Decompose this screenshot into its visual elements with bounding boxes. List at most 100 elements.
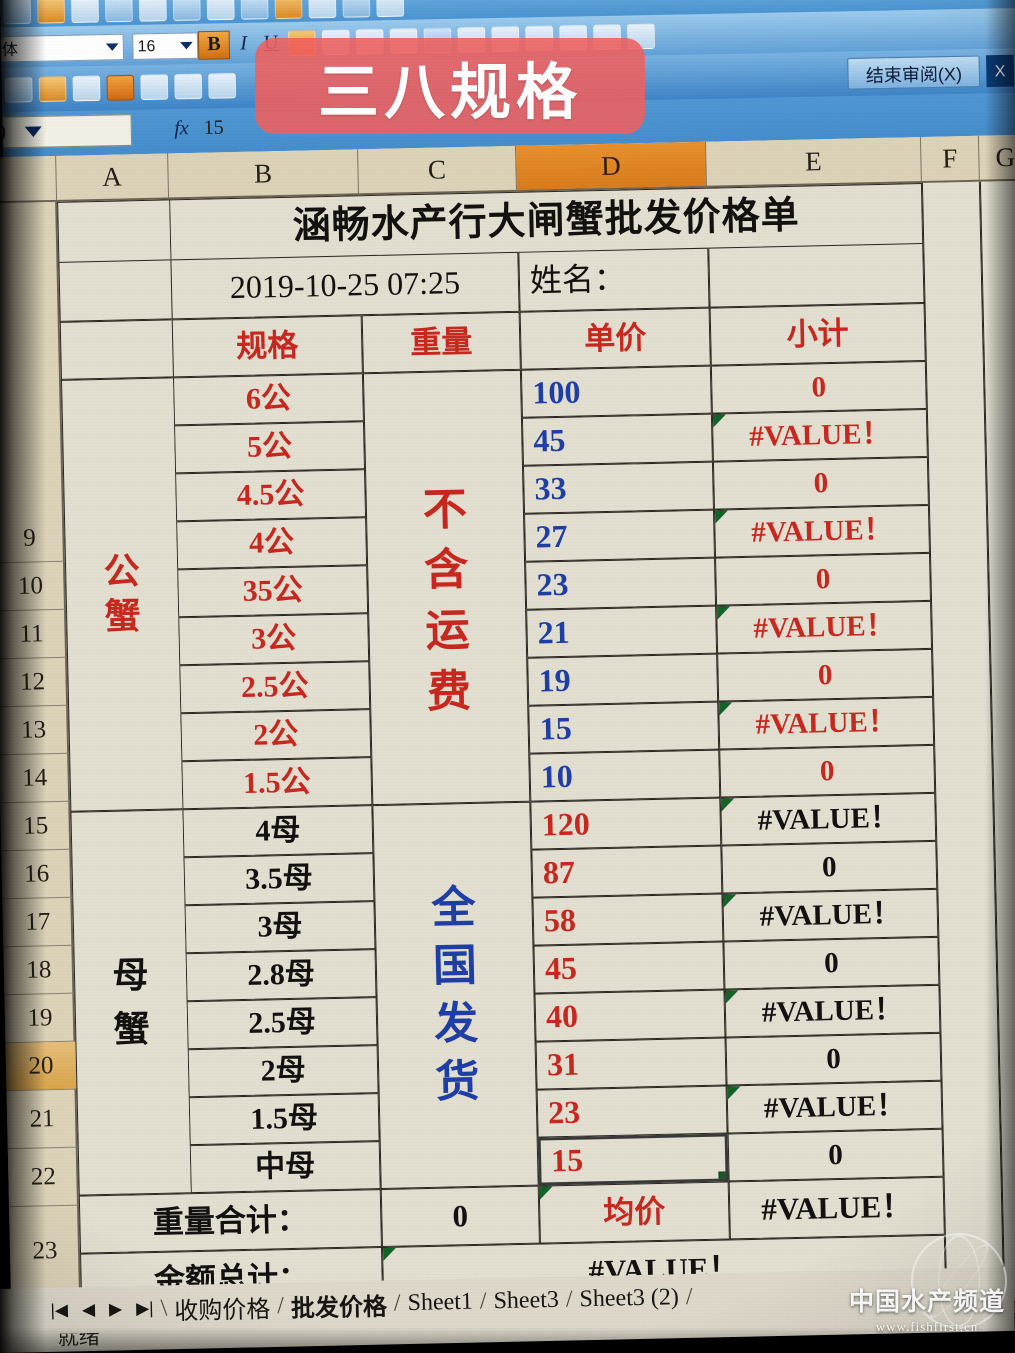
chevron-down-icon[interactable] xyxy=(105,42,119,51)
cell-a-date[interactable] xyxy=(58,259,172,322)
row-header-20[interactable]: 20 xyxy=(5,1041,77,1092)
italic-button[interactable]: I xyxy=(240,32,248,55)
row-header-22[interactable]: 22 xyxy=(7,1147,80,1208)
weight-note-blue[interactable]: 全国发货 xyxy=(372,801,539,1190)
row-header-11[interactable]: 11 xyxy=(0,609,68,660)
sheet-tab-4[interactable]: Sheet3 xyxy=(493,1286,560,1314)
male-spec-6[interactable]: 3公 xyxy=(178,613,370,666)
show-comment-icon[interactable] xyxy=(174,73,203,100)
female-subtotal-2[interactable]: 0 xyxy=(721,840,938,894)
male-price-1[interactable]: 100 xyxy=(520,365,712,418)
undo-icon[interactable] xyxy=(240,0,269,20)
column-header-f[interactable]: F xyxy=(920,135,980,182)
paste-icon[interactable] xyxy=(206,0,235,21)
female-subtotal-6[interactable]: 0 xyxy=(725,1032,942,1086)
female-spec-3[interactable]: 3母 xyxy=(184,901,376,954)
female-spec-4[interactable]: 2.8母 xyxy=(185,949,377,1002)
male-spec-7[interactable]: 2.5公 xyxy=(179,661,371,714)
row-header-18[interactable]: 18 xyxy=(3,945,75,996)
female-spec-1[interactable]: 4母 xyxy=(182,805,374,858)
male-spec-8[interactable]: 2公 xyxy=(180,709,372,762)
female-subtotal-7[interactable]: #VALUE！ xyxy=(726,1080,943,1134)
male-subtotal-1[interactable]: 0 xyxy=(710,360,927,414)
female-price-7[interactable]: 23 xyxy=(536,1085,728,1138)
formula-input[interactable]: 15 xyxy=(203,116,224,140)
male-spec-9[interactable]: 1.5公 xyxy=(181,757,373,810)
male-price-6[interactable]: 21 xyxy=(526,605,718,658)
male-price-8[interactable]: 15 xyxy=(528,701,720,754)
row-header-10[interactable]: 10 xyxy=(0,561,67,612)
male-price-5[interactable]: 23 xyxy=(525,557,717,610)
sheet-tab-5[interactable]: Sheet3 (2) xyxy=(579,1283,680,1312)
female-price-3[interactable]: 58 xyxy=(532,893,724,946)
male-subtotal-5[interactable]: 0 xyxy=(715,552,932,606)
last-sheet-icon[interactable]: ▶| xyxy=(135,1298,154,1319)
male-price-4[interactable]: 27 xyxy=(524,509,716,562)
column-header-a[interactable]: A xyxy=(56,153,170,200)
save-icon[interactable] xyxy=(3,0,32,25)
font-size-box[interactable]: 16 xyxy=(132,31,199,60)
row-header-23[interactable]: 23 xyxy=(9,1205,81,1298)
male-subtotal-7[interactable]: 0 xyxy=(717,648,934,702)
previous-comment-icon[interactable] xyxy=(72,75,101,102)
female-spec-5[interactable]: 2.5母 xyxy=(186,997,378,1050)
male-price-7[interactable]: 19 xyxy=(527,653,719,706)
male-price-9[interactable]: 10 xyxy=(529,749,721,802)
column-header-d[interactable]: D xyxy=(515,141,707,190)
female-spec-6[interactable]: 2母 xyxy=(187,1045,379,1098)
female-price-6[interactable]: 31 xyxy=(535,1037,727,1090)
cell-a-header[interactable] xyxy=(59,319,173,380)
weight-note-red[interactable]: 不含运费 xyxy=(362,369,531,806)
male-spec-2[interactable]: 5公 xyxy=(174,421,366,474)
male-price-2[interactable]: 45 xyxy=(521,413,713,466)
hide-comments-icon[interactable] xyxy=(208,72,237,99)
male-subtotal-4[interactable]: #VALUE！ xyxy=(713,504,930,558)
row-header-14[interactable]: 14 xyxy=(0,753,71,804)
row-header-17[interactable]: 17 xyxy=(2,897,74,948)
male-spec-3[interactable]: 4.5公 xyxy=(175,469,367,522)
male-spec-5[interactable]: 35公 xyxy=(177,565,369,618)
female-subtotal-1[interactable]: #VALUE！ xyxy=(720,792,937,846)
female-spec-2[interactable]: 3.5母 xyxy=(183,853,375,906)
close-icon[interactable]: X xyxy=(985,54,1015,88)
column-header-c[interactable]: C xyxy=(358,145,517,194)
female-price-1[interactable]: 120 xyxy=(530,797,722,850)
row-header-12[interactable]: 12 xyxy=(0,657,69,708)
bold-button[interactable]: B xyxy=(197,30,231,60)
female-subtotal-5[interactable]: #VALUE！ xyxy=(724,984,941,1038)
column-header-g[interactable]: G xyxy=(978,134,1015,180)
sum-icon[interactable] xyxy=(274,0,303,20)
female-price-2[interactable]: 87 xyxy=(531,845,723,898)
zoom-icon[interactable] xyxy=(376,0,405,18)
male-subtotal-2[interactable]: #VALUE！ xyxy=(711,408,928,462)
cell-grid[interactable]: 涵畅水产行大闸蟹批发价格单 2019-10-25 07:25 姓名： 规格 重量 单价 小计… xyxy=(57,180,1015,1323)
avg-price-value[interactable]: #VALUE！ xyxy=(728,1176,945,1240)
new-comment-icon[interactable] xyxy=(4,76,33,103)
female-spec-8[interactable]: 中母 xyxy=(189,1141,381,1194)
male-spec-1[interactable]: 6公 xyxy=(172,373,364,426)
weight-total-value[interactable]: 0 xyxy=(380,1185,540,1248)
row-header-19[interactable]: 19 xyxy=(4,993,76,1044)
chart-icon[interactable] xyxy=(342,0,371,18)
cut-icon[interactable] xyxy=(138,0,167,22)
male-subtotal-8[interactable]: #VALUE！ xyxy=(718,696,935,750)
female-subtotal-3[interactable]: #VALUE！ xyxy=(722,888,939,942)
function-icon[interactable]: fx xyxy=(174,117,189,140)
female-price-4[interactable]: 45 xyxy=(533,941,725,994)
column-header-e[interactable]: E xyxy=(705,137,922,186)
copy-icon[interactable] xyxy=(172,0,201,22)
column-header-b[interactable]: B xyxy=(168,149,359,198)
male-subtotal-9[interactable]: 0 xyxy=(719,744,936,798)
male-subtotal-6[interactable]: #VALUE！ xyxy=(716,600,933,654)
female-subtotal-4[interactable]: 0 xyxy=(723,936,940,990)
delete-comment-icon[interactable] xyxy=(140,74,169,101)
edit-comment-icon[interactable] xyxy=(38,76,67,103)
customer-name-value[interactable] xyxy=(708,242,925,308)
next-sheet-icon[interactable]: ▶ xyxy=(108,1299,123,1319)
chevron-down-icon[interactable] xyxy=(24,126,43,138)
row-header-15[interactable]: 15 xyxy=(0,801,72,852)
prev-sheet-icon[interactable]: ◀ xyxy=(81,1299,96,1320)
chevron-down-icon[interactable] xyxy=(179,41,193,50)
male-subtotal-3[interactable]: 0 xyxy=(712,456,929,510)
